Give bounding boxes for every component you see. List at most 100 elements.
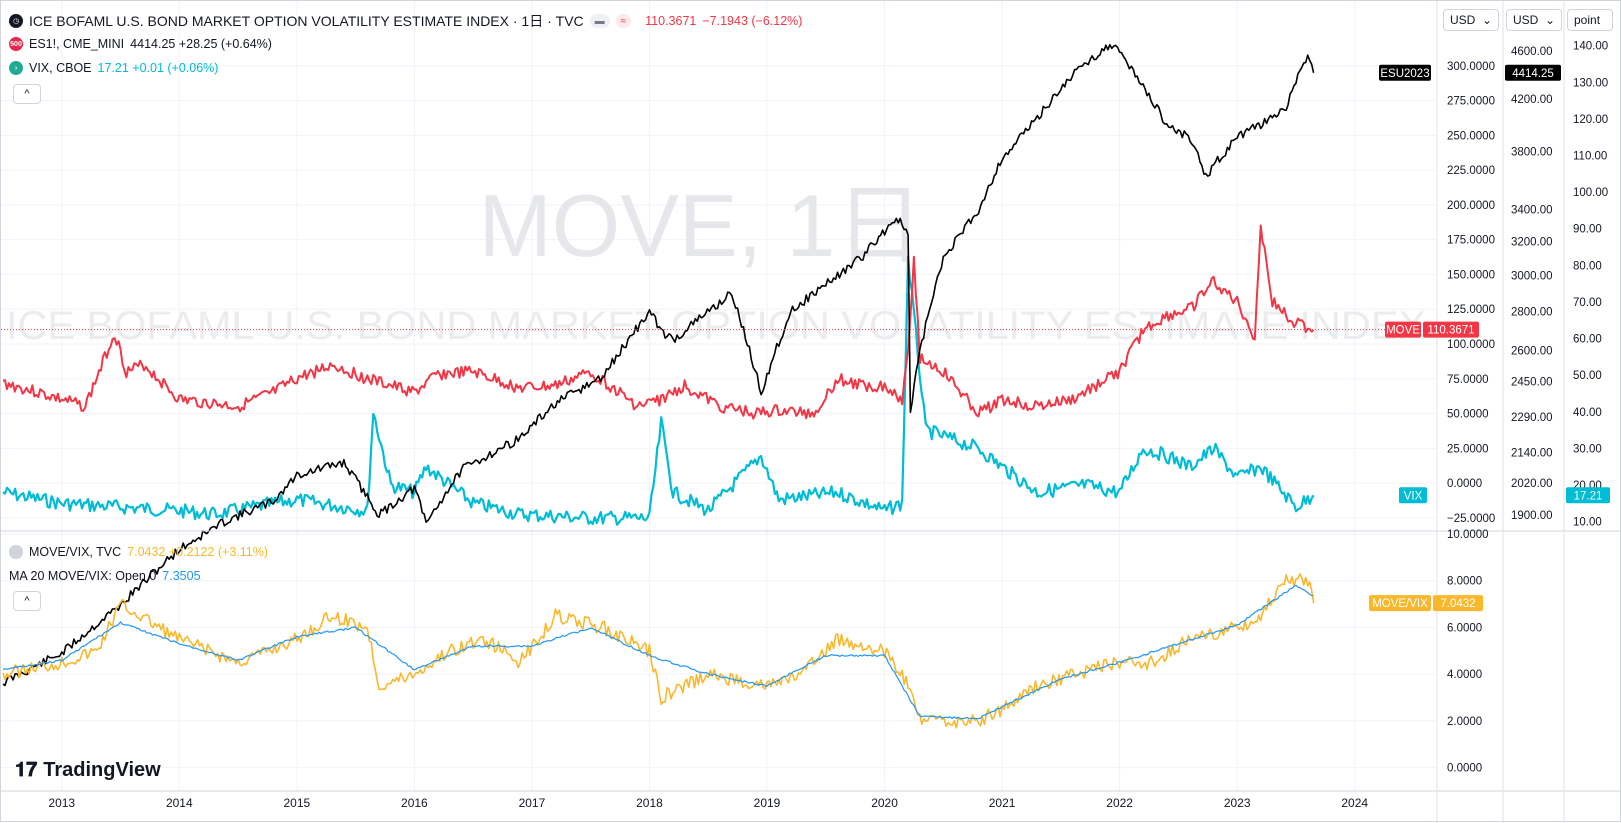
x-tick-label: 2013 bbox=[48, 796, 75, 810]
grid bbox=[1, 1, 1437, 791]
move-axis-tick-label: 175.0000 bbox=[1447, 235, 1495, 247]
ratio-last-value: 7.0432 bbox=[1440, 598, 1475, 610]
vix-axis-tick-label: 40.00 bbox=[1573, 407, 1602, 419]
series-vix bbox=[2, 255, 1315, 526]
main-change: −7.1943 (−6.12%) bbox=[702, 14, 803, 28]
ratio-axis-tick-label: 6.0000 bbox=[1447, 622, 1482, 634]
move-axis-tick-label: 0.0000 bbox=[1447, 478, 1482, 490]
vix-axis-tick-label: 10.00 bbox=[1573, 517, 1602, 529]
move-last-name-box bbox=[1385, 321, 1421, 338]
chevron-up-icon: ^ bbox=[24, 88, 30, 100]
es-axis-tick-label: 3000.00 bbox=[1511, 270, 1553, 282]
legend-ma-value: 7.3505 bbox=[162, 569, 201, 583]
series-es bbox=[2, 44, 1315, 687]
ratio-icon bbox=[9, 545, 23, 559]
ratio-axis-tick-label: 8.0000 bbox=[1447, 576, 1482, 588]
es-axis-tick-label: 3200.00 bbox=[1511, 237, 1553, 249]
legend-ma[interactable]: MA 20 MOVE/VIX: Open 0 7.3505 bbox=[9, 569, 201, 583]
clock-icon: ◷ bbox=[9, 14, 23, 28]
legend-ratio[interactable]: MOVE/VIX, TVC 7.0432 +0.2122 (+3.11%) bbox=[9, 545, 268, 559]
legend-ratio-value: 7.0432 +0.2122 (+3.11%) bbox=[127, 545, 269, 559]
move-axis-tick-label: 275.0000 bbox=[1447, 96, 1495, 108]
move-axis-tick-label: −25.0000 bbox=[1447, 513, 1495, 525]
tv-logo-icon: 𝟏𝟕 bbox=[15, 759, 38, 781]
vix-axis-tick-label: 110.00 bbox=[1573, 151, 1607, 163]
watermark-long: ICE BOFAML U.S. BOND MARKET OPTION VOLAT… bbox=[6, 304, 1426, 348]
es-axis-tick-label: 2800.00 bbox=[1511, 307, 1553, 319]
minus-icon[interactable]: ▬ bbox=[589, 14, 610, 28]
vix-axis-tick-label: 30.00 bbox=[1573, 443, 1602, 455]
move-axis-tick-label: 25.0000 bbox=[1447, 443, 1489, 455]
vix-last-value-box bbox=[1566, 487, 1610, 504]
vix-axis-tick-label: 60.00 bbox=[1573, 334, 1602, 346]
move-last-value-box bbox=[1423, 321, 1479, 338]
move-axis-tick-label: 100.0000 bbox=[1447, 339, 1495, 351]
es-axis-tick-label: 2600.00 bbox=[1511, 345, 1553, 357]
move-axis-tick-label: 250.0000 bbox=[1447, 130, 1495, 142]
unit-select[interactable]: point bbox=[1567, 9, 1613, 31]
currency-select-2[interactable]: USD ⌄ bbox=[1506, 9, 1562, 31]
x-tick-label: 2021 bbox=[989, 796, 1016, 810]
main-title: ICE BOFAML U.S. BOND MARKET OPTION VOLAT… bbox=[29, 13, 584, 29]
es-badge-icon: 500 bbox=[9, 37, 23, 51]
vix-arrow-icon: › bbox=[9, 61, 23, 75]
es-last-value-box bbox=[1505, 64, 1561, 81]
vix-last-name: VIX bbox=[1404, 490, 1423, 502]
vix-last-name-box bbox=[1399, 487, 1427, 504]
move-last-value: 110.3671 bbox=[1427, 325, 1474, 337]
x-tick-label: 2017 bbox=[519, 796, 546, 810]
main-price: 110.3671 bbox=[645, 14, 697, 28]
es-axis-tick-label: 2450.00 bbox=[1511, 377, 1553, 389]
vix-axis-tick-label: 70.00 bbox=[1573, 297, 1602, 309]
es-axis-tick-label: 3400.00 bbox=[1511, 205, 1553, 217]
es-last-name: ESU2023 bbox=[1380, 68, 1429, 80]
collapse-lower-legend-button[interactable]: ^ bbox=[13, 591, 41, 611]
ratio-last-value-box bbox=[1433, 595, 1483, 612]
x-tick-label: 2019 bbox=[754, 796, 781, 810]
legend-ma-name: MA 20 MOVE/VIX: Open 0 bbox=[9, 569, 157, 583]
collapse-legend-button[interactable]: ^ bbox=[13, 84, 41, 104]
vix-last-value: 17.21 bbox=[1574, 490, 1603, 502]
es-axis-tick-label: 1900.00 bbox=[1511, 510, 1553, 522]
x-tick-label: 2014 bbox=[166, 796, 193, 810]
currency-select-1[interactable]: USD ⌄ bbox=[1443, 9, 1499, 31]
main-legend[interactable]: ◷ ICE BOFAML U.S. BOND MARKET OPTION VOL… bbox=[9, 11, 802, 31]
legend-es-name: ES1!, CME_MINI bbox=[29, 37, 125, 51]
legend-ratio-name: MOVE/VIX, TVC bbox=[29, 545, 122, 559]
tradingview-logo[interactable]: 𝟏𝟕 TradingView bbox=[15, 759, 161, 781]
move-axis-tick-label: 150.0000 bbox=[1447, 269, 1495, 281]
chevron-down-icon: ⌄ bbox=[1544, 13, 1555, 27]
es-axis-tick-label: 3800.00 bbox=[1511, 146, 1553, 158]
legend-es-value: 4414.25 +28.25 (+0.64%) bbox=[130, 37, 272, 51]
legend-es[interactable]: 500 ES1!, CME_MINI 4414.25 +28.25 (+0.64… bbox=[9, 37, 272, 51]
legend-vix[interactable]: › VIX, CBOE 17.21 +0.01 (+0.06%) bbox=[9, 61, 218, 75]
es-last-name-box bbox=[1379, 64, 1431, 81]
x-tick-label: 2015 bbox=[284, 796, 311, 810]
series-ratio bbox=[2, 573, 1315, 729]
es-axis-tick-label: 4600.00 bbox=[1511, 46, 1553, 58]
ratio-axis-tick-label: 4.0000 bbox=[1447, 669, 1482, 681]
move-axis-tick-label: 300.0000 bbox=[1447, 61, 1495, 73]
ratio-last-name: MOVE/VIX bbox=[1372, 598, 1428, 610]
es-last-value: 4414.25 bbox=[1512, 68, 1554, 80]
es-axis-tick-label: 4200.00 bbox=[1511, 94, 1553, 106]
vix-axis-tick-label: 130.00 bbox=[1573, 77, 1608, 89]
chevron-down-icon: ⌄ bbox=[1481, 13, 1492, 27]
vix-axis-tick-label: 90.00 bbox=[1573, 224, 1602, 236]
x-tick-label: 2020 bbox=[871, 796, 898, 810]
vix-axis-tick-label: 140.00 bbox=[1573, 41, 1608, 53]
vix-axis-tick-label: 50.00 bbox=[1573, 370, 1602, 382]
x-tick-label: 2023 bbox=[1224, 796, 1251, 810]
watermark: MOVE, 1日 ICE BOFAML U.S. BOND MARKET OPT… bbox=[6, 176, 1426, 348]
approx-icon[interactable]: ≈ bbox=[615, 14, 632, 28]
x-tick-label: 2016 bbox=[401, 796, 428, 810]
move-last-name: MOVE bbox=[1386, 325, 1420, 337]
move-axis-tick-label: 75.0000 bbox=[1447, 374, 1489, 386]
series-move bbox=[2, 224, 1315, 420]
ratio-axis-tick-label: 0.0000 bbox=[1447, 763, 1482, 775]
es-axis-tick-label: 2290.00 bbox=[1511, 412, 1553, 424]
watermark-big: MOVE, 1日 bbox=[479, 176, 924, 275]
move-axis-tick-label: 225.0000 bbox=[1447, 165, 1495, 177]
x-tick-label: 2018 bbox=[636, 796, 663, 810]
